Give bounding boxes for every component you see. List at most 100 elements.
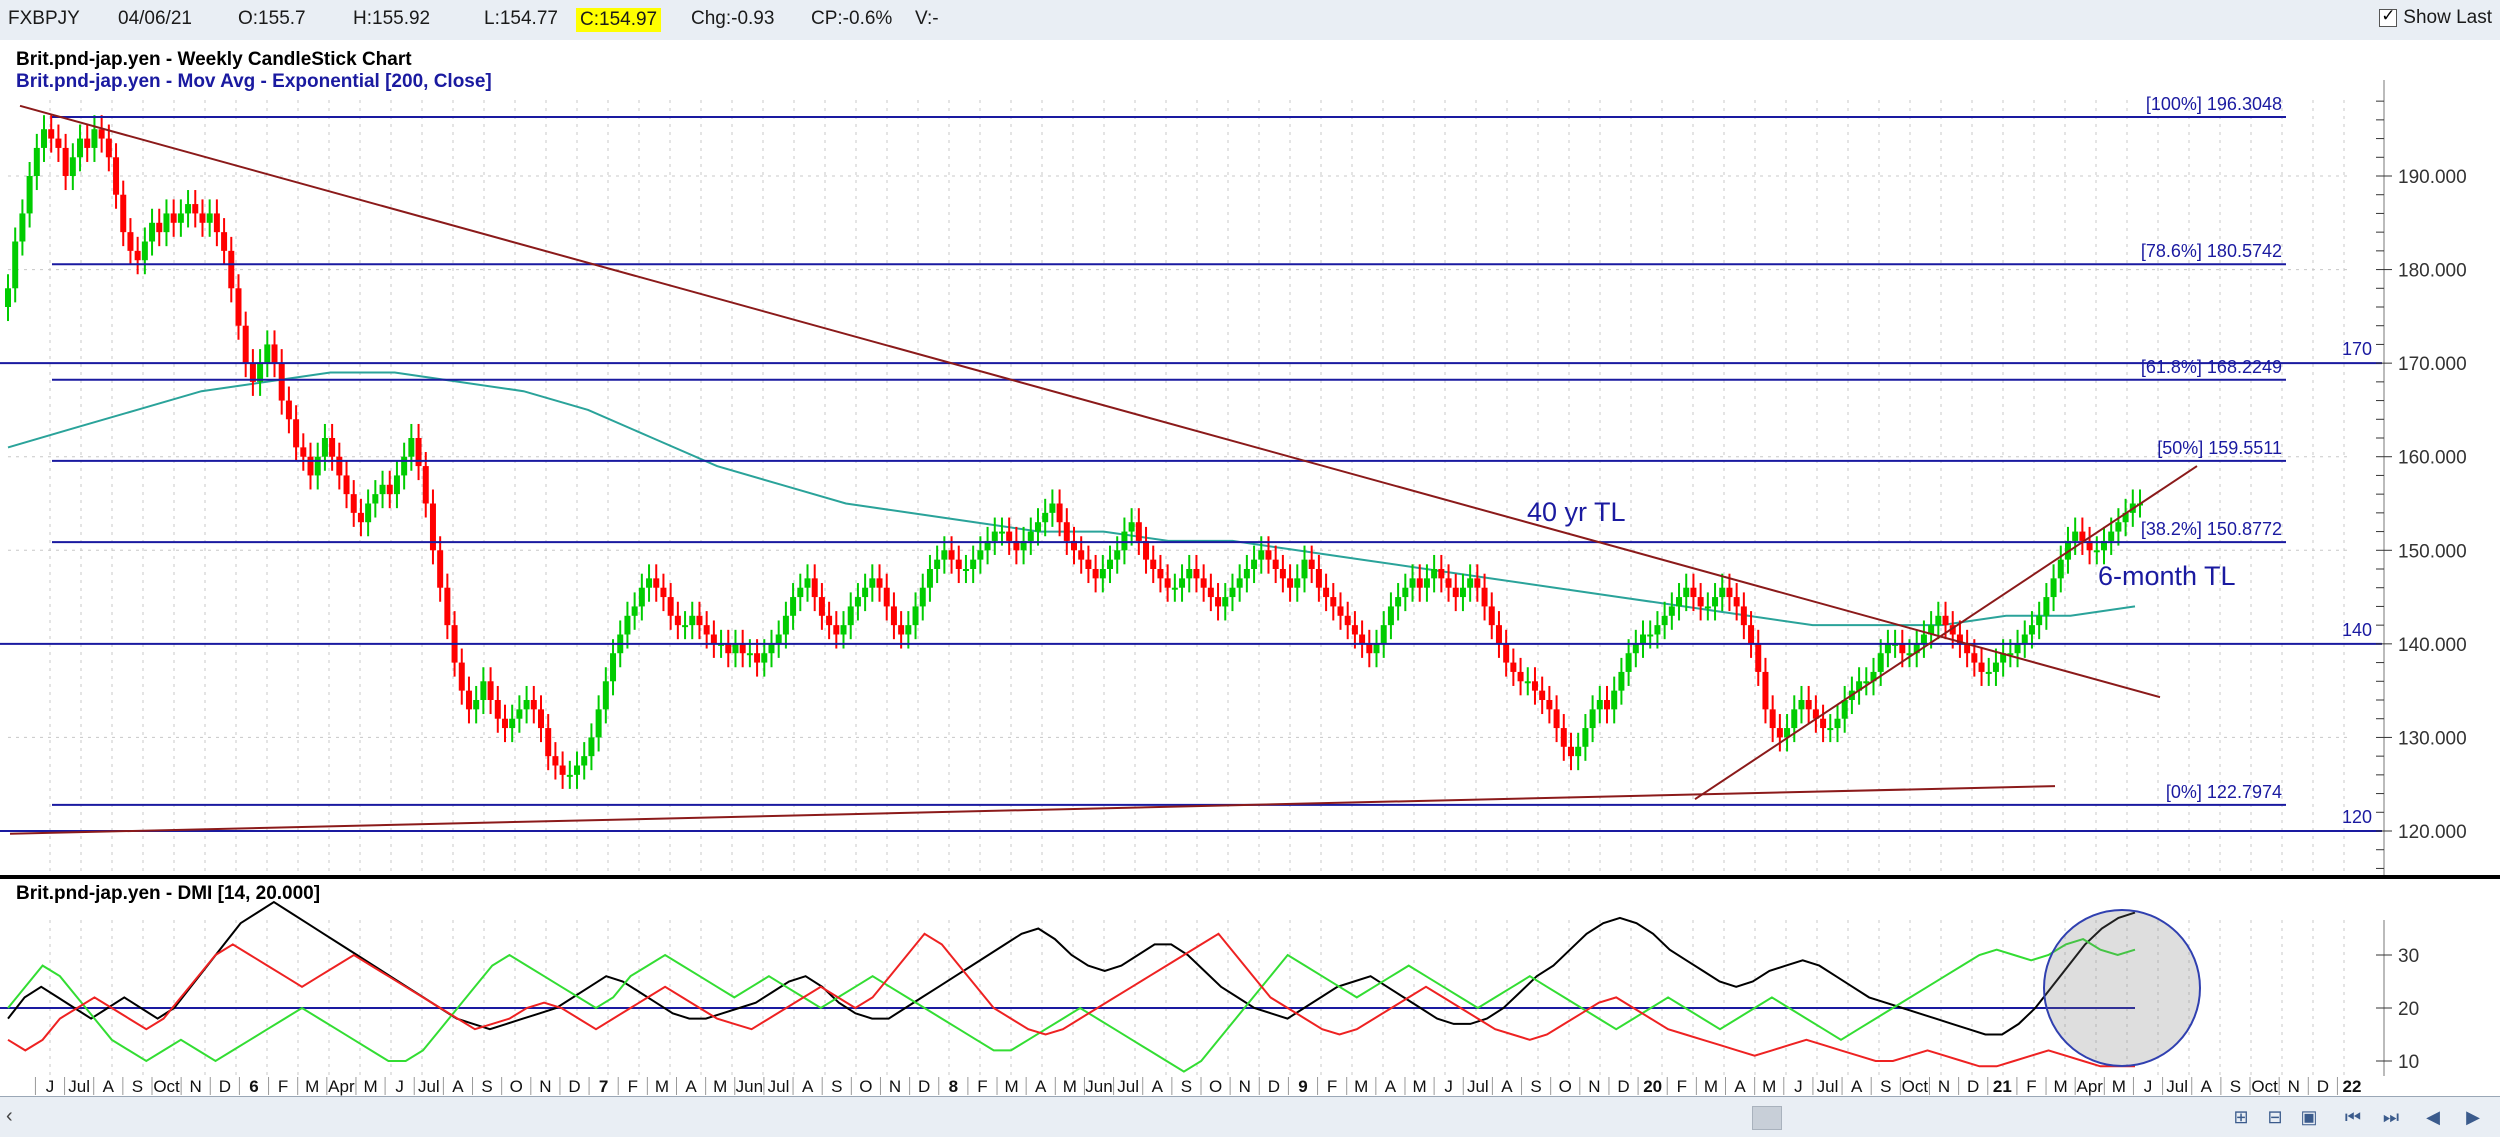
candle-body (1323, 587, 1330, 598)
candle-body (1575, 746, 1582, 757)
x-axis-label: A (2201, 1077, 2213, 1096)
dmi-tick-label: 30 (2398, 946, 2419, 967)
candle-body (77, 138, 84, 158)
show-last-checkbox[interactable] (2379, 6, 2398, 27)
candle-body (1704, 606, 1711, 609)
candle-body (1625, 653, 1632, 672)
candle-body (48, 129, 55, 139)
scroll-left-arrow-icon[interactable]: ‹ (6, 1105, 13, 1127)
x-axis-label: F (977, 1077, 987, 1096)
candle-body (465, 690, 472, 710)
candle-body (732, 643, 739, 654)
zoom-out-icon[interactable]: ⊟ (2267, 1106, 2283, 1127)
candle-body (264, 344, 271, 364)
x-axis-label: Jul (1117, 1077, 1139, 1096)
candle-body (970, 559, 977, 569)
show-last-toggle[interactable]: Show Last (2379, 6, 2492, 29)
date-label: 04/06/21 (118, 8, 192, 29)
x-axis-label: A (1385, 1077, 1397, 1096)
candle-body (242, 325, 249, 364)
candle-body (1654, 625, 1661, 635)
candle-body (804, 578, 811, 588)
candle-body (1467, 578, 1474, 588)
candle-body (84, 138, 91, 148)
x-axis-label: O (859, 1077, 872, 1096)
x-axis-label: A (1851, 1077, 1863, 1096)
candle-body (1027, 531, 1034, 541)
x-axis-label: Jul (68, 1077, 90, 1096)
next-page-icon[interactable]: ⏭ (2382, 1106, 2400, 1127)
candle-body (746, 653, 753, 656)
candle-body (1949, 625, 1956, 635)
candle-body (1114, 550, 1121, 560)
candle-body (2050, 578, 2057, 598)
candle-body (739, 643, 746, 654)
candle-body (1337, 606, 1344, 616)
trendline-base (9, 785, 2056, 835)
candle-body (357, 512, 364, 523)
candle-body (437, 550, 444, 588)
candle-body (1308, 559, 1315, 569)
x-axis-label: M (363, 1077, 377, 1096)
fib-level-label: [50%] 159.5511 (2157, 438, 2282, 458)
candle-body (2007, 653, 2014, 656)
candle-body (1236, 578, 1243, 588)
candle-body (689, 615, 696, 626)
candle-body (883, 587, 890, 607)
x-axis-label: M (655, 1077, 669, 1096)
candle-body (2093, 550, 2100, 553)
candle-body (321, 438, 328, 457)
x-axis-label: J (2144, 1077, 2153, 1096)
candle-body (1179, 578, 1186, 588)
candle-body (1531, 681, 1538, 691)
candle-body (401, 456, 408, 476)
zoom-in-icon[interactable]: ⊞ (2233, 1106, 2249, 1127)
prev-icon[interactable]: ◀ (2426, 1106, 2440, 1127)
candle-body (1690, 587, 1697, 598)
chart-area[interactable]: [100%] 196.3048 [78.6%] 180.5742 [61.8%] 1… (0, 40, 2500, 1096)
candle-body (876, 578, 883, 588)
candle-body (898, 625, 905, 635)
scroll-thumb[interactable] (1752, 1106, 1782, 1130)
candle-body (156, 222, 163, 233)
x-axis-label: 8 (949, 1077, 958, 1096)
candle-body (2079, 531, 2086, 541)
candle-body (1870, 671, 1877, 682)
candle-body (415, 438, 422, 467)
candle-body (2014, 643, 2021, 654)
candle-body (703, 625, 710, 635)
x-axis-label: A (452, 1077, 464, 1096)
dmi-title: Brit.pnd-jap.yen - DMI [14, 20.000] (16, 883, 320, 904)
x-axis-label: 22 (2343, 1077, 2362, 1096)
x-axis-label: M (1005, 1077, 1019, 1096)
x-axis-label: N (889, 1077, 901, 1096)
candle-body (1589, 709, 1596, 729)
first-page-icon[interactable]: ⏮ (2344, 1106, 2362, 1127)
candle-body (501, 718, 508, 729)
fit-icon[interactable]: ▣ (2300, 1106, 2318, 1127)
x-axis-label: F (1327, 1077, 1337, 1096)
candle-body (293, 419, 300, 448)
next-icon[interactable]: ▶ (2466, 1106, 2480, 1127)
x-axis-label: O (510, 1077, 523, 1096)
x-axis-label: F (1677, 1077, 1687, 1096)
candle-body (1099, 569, 1106, 579)
candle-body (1006, 531, 1013, 541)
candle-body (170, 213, 177, 223)
candle-body (696, 615, 703, 626)
x-axis-label: M (1704, 1077, 1718, 1096)
panel-separator[interactable] (0, 875, 2500, 879)
x-axis-label: 9 (1298, 1077, 1307, 1096)
candle-body (221, 232, 228, 251)
round-level-label: 140 (2342, 620, 2372, 640)
candle-body (811, 578, 818, 598)
x-axis-label: F (278, 1077, 288, 1096)
candle-body (869, 578, 876, 588)
annotation-6month-tl: 6-month TL (2098, 561, 2236, 591)
scroll-bar[interactable]: ‹ ⊞ ⊟ ▣ ⏮ ⏭ ◀ ▶ (0, 1096, 2500, 1137)
candle-body (1582, 728, 1589, 747)
dmi-series-di (7, 932, 2135, 1068)
candle-body (1791, 709, 1798, 729)
candle-body (1150, 559, 1157, 569)
candle-body (12, 241, 19, 289)
